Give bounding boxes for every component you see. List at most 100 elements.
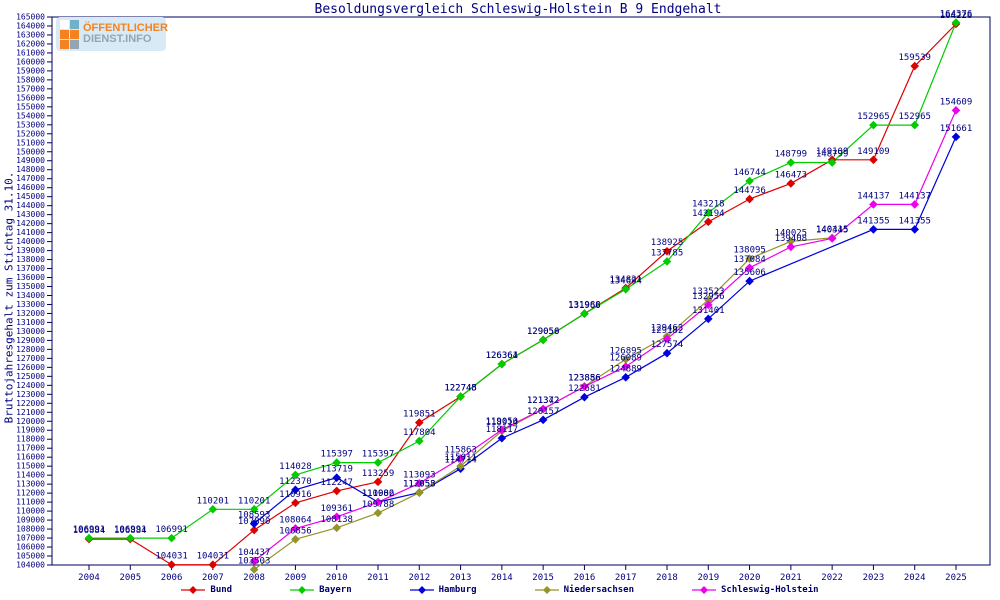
data-point-bayern-2018 <box>662 257 672 266</box>
y-tick-label: 155000 <box>16 102 45 111</box>
x-tick-label: 2007 <box>202 573 224 583</box>
y-tick-label: 143000 <box>16 210 45 219</box>
data-point-bund-2019 <box>703 217 713 227</box>
y-tick-label: 131000 <box>16 318 45 327</box>
point-label-bayern-2023: 152965 <box>857 112 890 122</box>
y-tick-label: 145000 <box>16 192 45 201</box>
data-point-schleswig-holstein-2011 <box>373 497 383 507</box>
data-point-niedersachsen-2020 <box>745 254 754 264</box>
point-label-bund-2025: 164226 <box>940 11 973 21</box>
point-label-schleswig-holstein-2009: 108064 <box>279 515 312 525</box>
data-point-bayern-2019 <box>703 208 713 217</box>
y-tick-label: 106000 <box>16 543 45 552</box>
legend-diamond <box>189 586 198 594</box>
y-tick-label: 113000 <box>16 480 45 489</box>
data-point-bayern-2012 <box>414 436 424 446</box>
logo-text-line2: DIENST.INFO <box>83 33 152 45</box>
x-tick-label: 2004 <box>78 573 100 583</box>
point-label-bayern-2019: 143218 <box>692 200 725 210</box>
data-point-bund-2008 <box>249 525 259 535</box>
point-label-hamburg-2024: 141355 <box>898 216 931 226</box>
y-tick-label: 120000 <box>16 417 45 426</box>
x-tick-label: 2011 <box>367 573 389 583</box>
point-label-niedersachsen-2022: 140415 <box>816 225 849 235</box>
oeffentlicher-dienst-info-logo[interactable]: ÖFFENTLICHER DIENST.INFO <box>56 17 168 51</box>
series-hamburg <box>253 136 957 525</box>
data-point-bund-2011 <box>373 477 383 487</box>
data-point-hamburg-2010 <box>332 473 342 482</box>
data-point-bayern-2009 <box>291 470 300 480</box>
data-point-schleswig-holstein-2023 <box>869 200 878 209</box>
point-label-bayern-2017: 134694 <box>609 276 642 286</box>
point-label-bund-2004: 106884 <box>73 526 106 536</box>
series-labels-hamburg: 108593 112370 113719 111002 112058 114714 1181… <box>238 124 972 521</box>
x-tick-label: 2008 <box>243 573 265 583</box>
data-point-bayern-2006 <box>167 533 176 543</box>
y-tick-label: 122000 <box>16 399 45 408</box>
legend-marker-niedersachsen <box>534 586 559 594</box>
point-label-bund-2019: 142194 <box>692 209 725 219</box>
legend-item-bayern: Bayern <box>290 585 352 595</box>
y-tick-label: 154000 <box>16 111 45 120</box>
legend-label-hamburg: Hamburg <box>438 585 477 595</box>
y-tick-label: 152000 <box>16 129 45 138</box>
data-point-hamburg-2025 <box>951 132 961 142</box>
series-schleswig-holstein <box>253 110 957 562</box>
x-tick-label: 2016 <box>574 573 596 583</box>
data-point-bayern-2010 <box>332 458 342 467</box>
point-label-hamburg-2025: 151661 <box>940 124 973 134</box>
chart-legend: Bund Bayern Hamburg Niedersachsen Schleswig-… <box>0 585 1000 595</box>
point-label-bayern-2012: 117804 <box>403 428 436 438</box>
y-tick-label: 144000 <box>16 201 45 210</box>
point-label-schleswig-holstein-2021: 139408 <box>775 234 808 244</box>
data-point-hamburg-2016 <box>580 392 589 402</box>
data-point-bund-2012 <box>414 418 424 427</box>
x-tick-label: 2020 <box>739 573 761 583</box>
legend-label-niedersachsen: Niedersachsen <box>563 585 635 595</box>
data-point-niedersachsen-2011 <box>373 508 383 518</box>
data-point-hamburg-2024 <box>910 225 920 234</box>
legend-marker-bayern <box>290 586 315 594</box>
point-label-bayern-2014: 126361 <box>486 351 519 361</box>
y-tick-label: 121000 <box>16 408 45 417</box>
y-tick-label: 133000 <box>16 300 45 309</box>
data-point-bund-2024 <box>910 61 920 71</box>
y-tick-label: 134000 <box>16 291 45 300</box>
data-point-bund-2021 <box>786 179 796 188</box>
data-point-bund-2006 <box>167 560 176 570</box>
data-point-bayern-2020 <box>745 176 754 186</box>
point-label-hamburg-2011: 111002 <box>362 489 395 499</box>
point-label-niedersachsen-2017: 126895 <box>609 346 642 356</box>
y-tick-label: 141000 <box>16 228 45 237</box>
x-tick-label: 2005 <box>119 573 141 583</box>
data-point-hamburg-2009 <box>291 485 300 495</box>
point-label-hamburg-2015: 120157 <box>527 407 560 417</box>
point-label-schleswig-holstein-2017: 126089 <box>609 354 642 364</box>
data-point-hamburg-2023 <box>869 225 878 234</box>
y-tick-label: 142000 <box>16 219 45 228</box>
point-label-hamburg-2016: 122681 <box>568 384 601 394</box>
y-tick-label: 165000 <box>16 13 45 22</box>
data-point-niedersachsen-2013 <box>456 461 465 471</box>
series-labels-bayern: 106991 106991 106991 110201 110201 114028 1153… <box>73 10 973 536</box>
legend-diamond <box>700 586 709 594</box>
data-point-bayern-2022 <box>827 158 837 167</box>
point-label-bayern-2024: 152965 <box>898 112 931 122</box>
x-tick-label: 2009 <box>285 573 307 583</box>
data-point-bayern-2013 <box>456 392 465 401</box>
y-tick-label: 161000 <box>16 48 45 57</box>
series-line-hamburg <box>253 136 957 525</box>
y-tick-label: 164000 <box>16 21 45 30</box>
x-tick-label: 2025 <box>945 573 967 583</box>
data-point-niedersachsen-2012 <box>414 488 424 497</box>
point-label-hamburg-2010: 113719 <box>320 465 353 475</box>
point-label-niedersachsen-2015: 121342 <box>527 396 560 406</box>
y-tick-label: 149000 <box>16 156 45 165</box>
data-point-bayern-2005 <box>125 533 135 543</box>
point-label-schleswig-holstein-2015: 121372 <box>527 396 560 406</box>
point-label-bund-2017: 134821 <box>609 275 642 285</box>
point-label-hamburg-2020: 135606 <box>733 268 766 278</box>
x-axis: 2004 2005 2006 2007 2008 2009 2010 2011 2012 2013… <box>78 565 967 583</box>
data-point-bund-2023 <box>869 155 878 165</box>
